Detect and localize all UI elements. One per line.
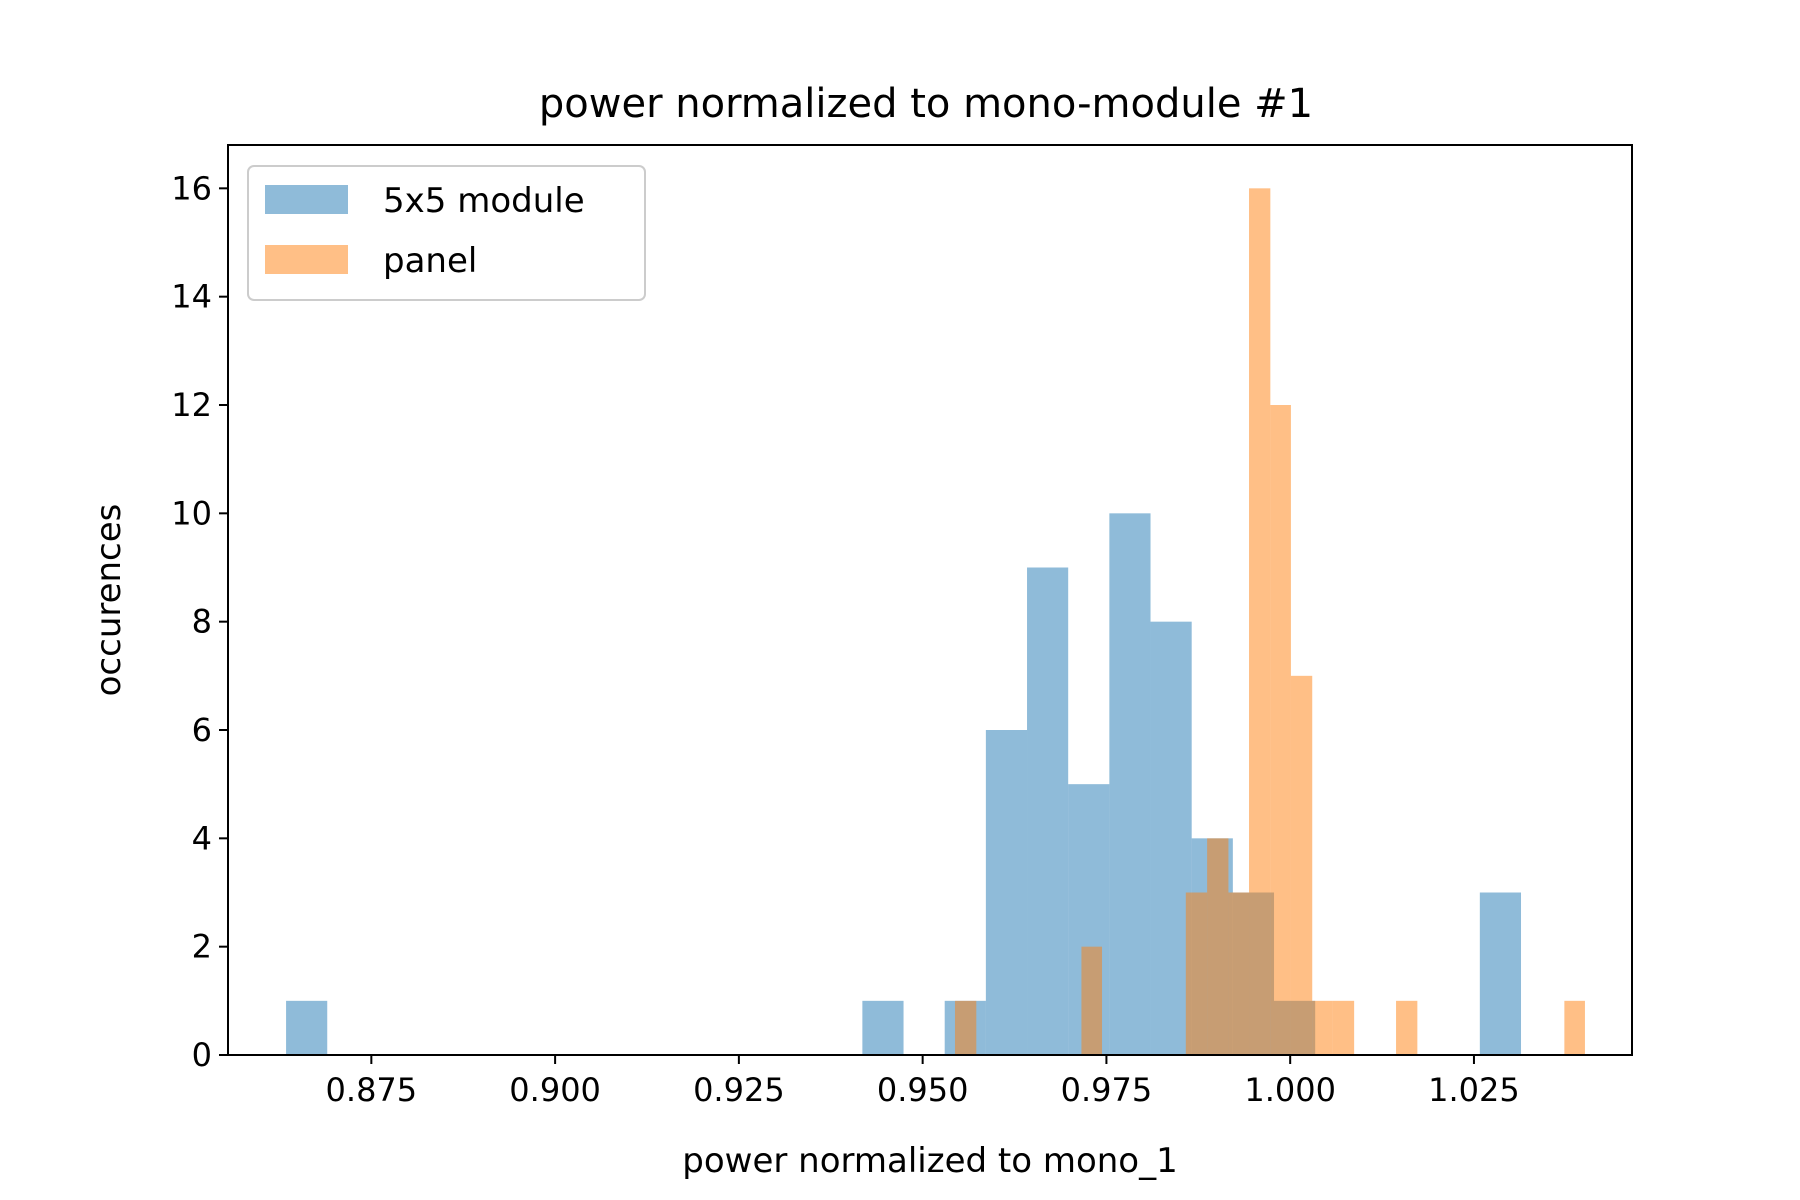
bar-5x5-module-17 bbox=[985, 730, 1028, 1055]
legend-swatch-panel bbox=[265, 245, 348, 274]
bar-panel-17 bbox=[1312, 1000, 1333, 1055]
bar-5x5-module-29 bbox=[1479, 892, 1522, 1055]
y-tick-label: 12 bbox=[171, 386, 212, 424]
x-tick-label: 0.875 bbox=[326, 1071, 418, 1109]
bar-5x5-module-20 bbox=[1109, 513, 1151, 1055]
y-tick-label: 6 bbox=[192, 711, 212, 749]
y-axis-ticks: 0 2 4 6 8 10 12 14 16 bbox=[171, 169, 228, 1074]
bar-panel-16 bbox=[1290, 675, 1313, 1055]
y-axis-label: occurences bbox=[89, 504, 129, 697]
y-tick-label: 8 bbox=[192, 603, 212, 641]
x-tick-label: 1.000 bbox=[1244, 1071, 1336, 1109]
bar-panel-12 bbox=[1207, 838, 1229, 1055]
bar-panel-13 bbox=[1228, 892, 1250, 1055]
bar-panel-14 bbox=[1249, 188, 1271, 1056]
plot-frame bbox=[227, 144, 1633, 1056]
x-tick-label: 0.950 bbox=[877, 1071, 969, 1109]
legend-label-5x5-module: 5x5 module bbox=[383, 181, 585, 221]
y-tick-label: 0 bbox=[192, 1036, 212, 1074]
bars-layer bbox=[286, 188, 1585, 1056]
bar-5x5-module-18 bbox=[1027, 567, 1069, 1055]
legend: 5x5 module panel bbox=[247, 165, 646, 301]
bar-panel-29 bbox=[1564, 1000, 1585, 1055]
bar-panel-18 bbox=[1332, 1000, 1355, 1055]
y-tick-label: 2 bbox=[192, 928, 212, 966]
bar-panel-6 bbox=[1081, 946, 1103, 1055]
bar-5x5-module-0 bbox=[286, 1000, 328, 1055]
y-tick-label: 16 bbox=[171, 169, 212, 207]
y-tick-label: 10 bbox=[171, 494, 212, 532]
x-axis-ticks: 0.875 0.900 0.925 0.950 0.975 1.000 1.025 bbox=[326, 1055, 1520, 1109]
x-tick-label: 1.025 bbox=[1428, 1071, 1520, 1109]
x-tick-label: 0.900 bbox=[509, 1071, 601, 1109]
x-axis-label: power normalized to mono_1 bbox=[682, 1141, 1177, 1181]
legend-swatch-5x5-module bbox=[265, 185, 348, 214]
bar-panel-15 bbox=[1270, 405, 1291, 1055]
chart-title: power normalized to mono-module #1 bbox=[539, 81, 1313, 127]
x-tick-label: 0.975 bbox=[1061, 1071, 1153, 1109]
bar-panel-11 bbox=[1185, 892, 1208, 1055]
bar-panel-21 bbox=[1396, 1000, 1418, 1055]
y-tick-label: 14 bbox=[171, 278, 212, 316]
bar-5x5-module-21 bbox=[1150, 621, 1192, 1055]
y-tick-label: 4 bbox=[192, 819, 212, 857]
bar-panel-0 bbox=[954, 1000, 977, 1055]
bar-5x5-module-14 bbox=[862, 1000, 904, 1055]
legend-label-panel: panel bbox=[383, 241, 477, 281]
x-tick-label: 0.925 bbox=[693, 1071, 785, 1109]
